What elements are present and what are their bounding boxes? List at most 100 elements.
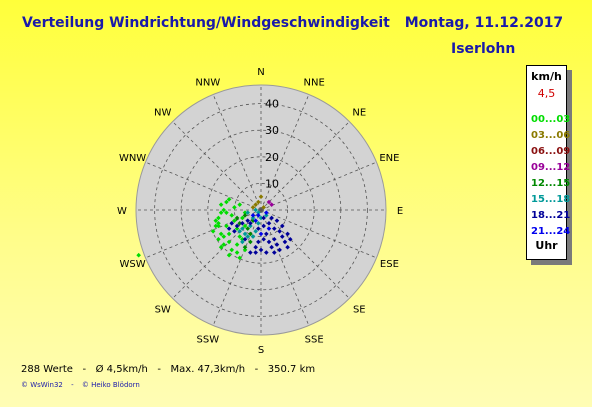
data-point-class0-12: [229, 213, 235, 218]
grid-spoke-ESE: [260, 209, 377, 259]
data-point-class5-6: [240, 226, 245, 231]
radial-tick-label-10: 10: [265, 177, 279, 190]
legend-average: 4,5: [537, 87, 556, 100]
data-point-class6-32: [229, 220, 235, 226]
data-point-class0-27: [216, 236, 221, 242]
data-point-class1-1: [256, 199, 261, 205]
direction-label-SSW: SSW: [197, 334, 220, 345]
data-point-class6-17: [282, 239, 288, 245]
grid-spoke-NNW: [212, 94, 262, 211]
stats-distance: 350.7 km: [267, 364, 316, 375]
data-point-class5-0: [245, 210, 251, 215]
legend-class-2: 06...09: [531, 146, 571, 157]
data-point-class0-19: [240, 236, 245, 242]
direction-label-E: E: [397, 206, 403, 217]
grid-spoke-NW: [172, 121, 262, 211]
data-point-class4-3: [248, 231, 253, 237]
data-point-class7-5: [264, 210, 269, 215]
data-point-class6-16: [277, 247, 282, 253]
data-point-class0-18: [234, 242, 240, 247]
grid-spoke-NNE: [260, 94, 310, 211]
data-point-class0-26: [224, 210, 229, 215]
data-point-class6-35: [226, 226, 232, 231]
data-point-class6-23: [253, 250, 258, 255]
legend-class-0: 00...03: [531, 114, 571, 125]
grid-spoke-WNW: [145, 161, 262, 211]
speed-legend: km/h 4,5 00...03 03...06 06...09 09...12 12.…: [526, 65, 571, 260]
data-point-class6-19: [279, 223, 285, 229]
direction-label-S: S: [258, 345, 264, 356]
data-point-class6-33: [232, 228, 237, 234]
data-point-class6-18: [285, 231, 290, 237]
direction-label-ENE: ENE: [379, 153, 399, 164]
stats-footer: 288 Werte - Ø 4,5km/h - Max. 47,3km/h - …: [21, 364, 315, 375]
grid-spoke-SW: [172, 209, 262, 299]
data-point-class1-0: [253, 202, 258, 207]
data-point-class6-31: [234, 223, 240, 229]
data-point-class6-9: [269, 244, 274, 250]
data-point-class6-21: [266, 220, 272, 226]
title-date: Montag, 11.12.2017: [404, 15, 564, 31]
data-point-class6-2: [261, 223, 266, 229]
data-point-class6-25: [285, 244, 290, 250]
legend-class-4: 12...15: [531, 178, 571, 189]
data-point-class1-4: [258, 194, 264, 200]
data-point-class0-34: [216, 220, 221, 226]
data-point-class0-14: [234, 226, 240, 231]
data-point-class5-4: [256, 220, 261, 226]
data-point-class0-9: [221, 207, 227, 213]
data-point-class6-12: [253, 244, 258, 250]
data-point-class6-8: [274, 242, 280, 247]
legend-unit: km/h: [531, 70, 562, 83]
data-point-class6-10: [261, 236, 266, 242]
data-point-class0-31: [242, 247, 248, 253]
data-point-class0-20: [242, 223, 248, 229]
data-point-class6-11: [256, 239, 261, 245]
data-point-class3-0: [266, 199, 272, 205]
data-point-class4-6: [248, 239, 253, 245]
data-point-class7-4: [256, 213, 261, 218]
data-point-class0-2: [216, 215, 221, 221]
data-point-class6-26: [287, 236, 293, 242]
chart-title: Verteilung Windrichtung/Windgeschwindigk…: [22, 15, 563, 31]
data-point-class5-12: [264, 213, 269, 218]
radial-tick-label-20: 20: [265, 151, 279, 164]
data-point-class0-16: [226, 239, 232, 245]
data-point-class6-20: [271, 226, 277, 231]
location-label: Iserlohn: [451, 41, 516, 57]
direction-label-WSW: WSW: [120, 259, 146, 270]
data-point-class0-1: [218, 210, 224, 215]
direction-label-SW: SW: [155, 304, 171, 315]
legend-class-1: 03...06: [531, 130, 571, 141]
data-point-class4-2: [237, 220, 243, 226]
data-point-class6-1: [256, 226, 261, 231]
data-point-class5-13: [237, 228, 243, 234]
data-point-class7-2: [258, 231, 264, 237]
data-point-class0-24: [232, 205, 237, 210]
stats-count: 288 Werte: [21, 364, 73, 375]
data-point-class4-0: [242, 213, 248, 218]
data-point-class6-5: [271, 236, 277, 242]
data-point-class0-29: [229, 247, 235, 253]
data-point-class4-1: [245, 226, 251, 231]
radial-tick-label-30: 30: [265, 124, 279, 137]
data-point-class7-0: [250, 213, 256, 218]
data-point-class5-3: [248, 223, 253, 229]
copyright-author: © Heiko Blödorn: [81, 381, 140, 389]
data-point-class0-6: [221, 234, 227, 239]
direction-label-N: N: [257, 67, 264, 78]
data-point-class0-33: [226, 252, 232, 258]
data-point-class4-4: [250, 218, 256, 223]
data-point-class6-3: [264, 231, 269, 237]
direction-label-NNW: NNW: [195, 78, 220, 89]
data-point-class0-13: [232, 218, 237, 223]
data-point-class5-11: [256, 210, 261, 215]
copyright-software: © WsWin32: [21, 381, 63, 389]
data-point-class0-0: [216, 223, 221, 229]
grid-spoke-ENE: [260, 161, 377, 211]
data-point-class0-5: [218, 231, 224, 237]
data-point-class6-27: [274, 218, 280, 223]
data-point-class6-15: [271, 250, 277, 255]
data-point-class7-3: [266, 226, 272, 231]
